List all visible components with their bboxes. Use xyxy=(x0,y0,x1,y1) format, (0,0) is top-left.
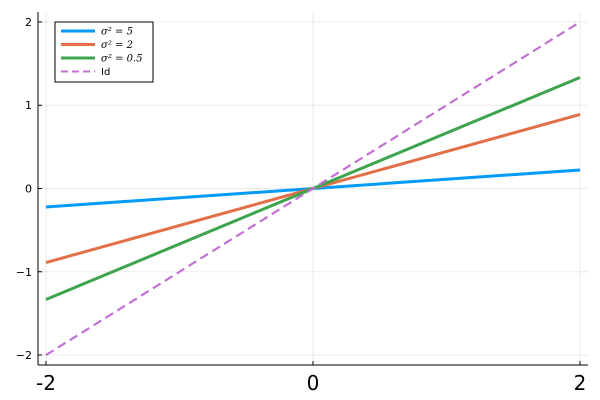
y-tick-label: 0 xyxy=(25,183,32,196)
x-tick-label: 0 xyxy=(307,371,320,395)
y-tick-label: 1 xyxy=(25,99,32,112)
legend-label: Id xyxy=(101,67,110,78)
ticks: -2 0 2 −2 −1 0 1 2 xyxy=(16,16,587,395)
y-tick-label: 2 xyxy=(25,16,32,29)
series-line-3 xyxy=(45,21,581,356)
x-tick-label: 2 xyxy=(574,371,587,395)
series-lines xyxy=(45,21,581,356)
x-tick-label: -2 xyxy=(36,371,56,395)
y-tick-label: −2 xyxy=(16,349,32,362)
legend-label: σ² = 2 xyxy=(101,40,133,51)
legend: σ² = 5 σ² = 2 σ² = 0.5 Id xyxy=(54,21,154,83)
legend-label: σ² = 0.5 xyxy=(101,54,142,65)
y-tick-label: −1 xyxy=(16,266,32,279)
legend-label: σ² = 5 xyxy=(101,27,133,38)
